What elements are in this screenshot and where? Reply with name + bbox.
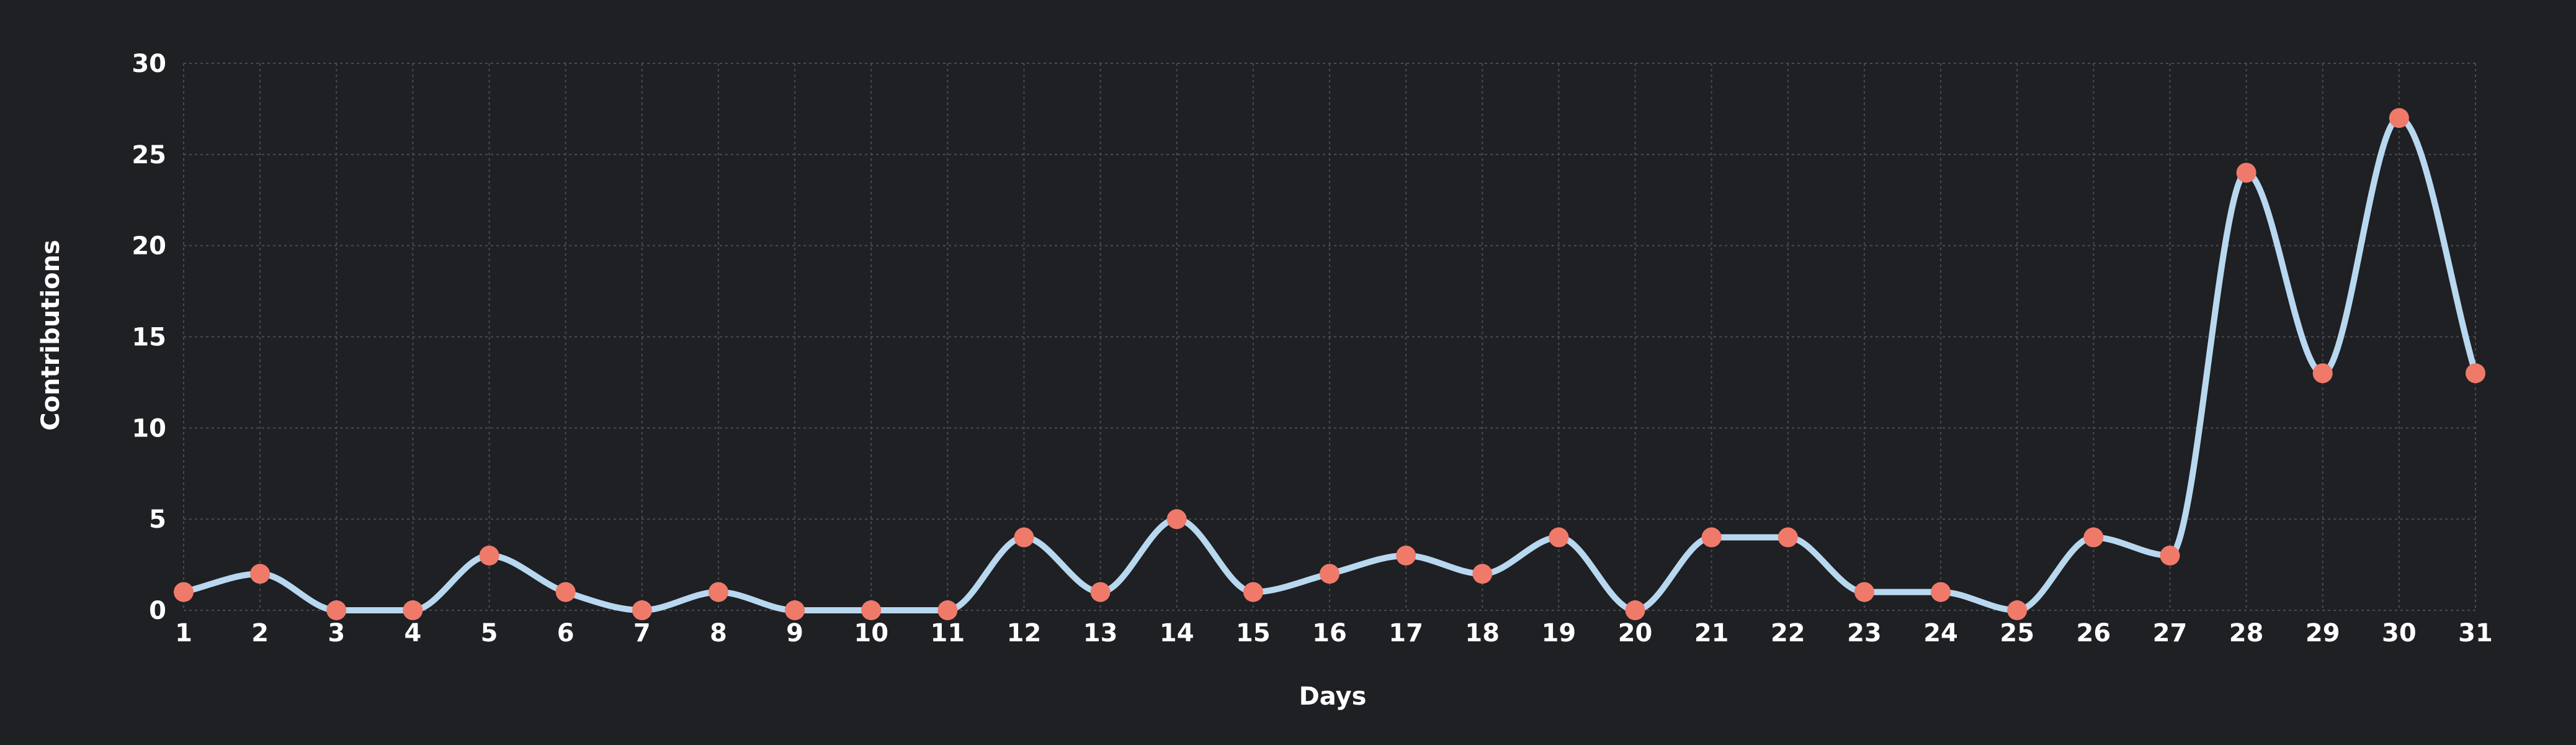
y-tick-label: 30 — [132, 50, 166, 78]
x-tick-label: 29 — [2305, 619, 2340, 648]
data-point[interactable] — [2237, 163, 2256, 183]
x-tick-label: 17 — [1389, 619, 1423, 648]
x-tick-label: 25 — [2000, 619, 2034, 648]
data-point[interactable] — [2083, 528, 2103, 548]
data-point[interactable] — [1702, 528, 1722, 548]
y-tick-label: 25 — [132, 141, 166, 169]
data-point[interactable] — [556, 582, 576, 602]
data-point[interactable] — [1167, 509, 1187, 529]
data-point[interactable] — [2389, 108, 2409, 128]
data-point[interactable] — [2007, 600, 2027, 620]
x-tick-label: 14 — [1160, 619, 1194, 648]
x-tick-label: 20 — [1618, 619, 1653, 648]
data-point[interactable] — [1243, 582, 1263, 602]
x-tick-label: 26 — [2076, 619, 2111, 648]
data-point[interactable] — [1091, 582, 1111, 602]
x-tick-label: 12 — [1007, 619, 1042, 648]
x-tick-label: 6 — [557, 619, 575, 648]
y-axis-title: Contributions — [37, 240, 65, 431]
y-tick-label: 10 — [132, 414, 166, 443]
x-tick-label: 19 — [1542, 619, 1576, 648]
y-tick-label: 15 — [132, 323, 166, 352]
x-tick-label: 7 — [633, 619, 651, 648]
data-point[interactable] — [785, 600, 805, 620]
data-point[interactable] — [403, 600, 423, 620]
data-point[interactable] — [1626, 600, 1645, 620]
x-tick-label: 2 — [251, 619, 269, 648]
x-tick-label: 8 — [710, 619, 727, 648]
y-tick-label: 5 — [149, 505, 166, 534]
grid-layer — [184, 63, 2475, 610]
data-point[interactable] — [174, 582, 194, 602]
x-tick-label: 18 — [1465, 619, 1500, 648]
x-tick-label: 31 — [2458, 619, 2493, 648]
points-layer — [174, 108, 2485, 620]
x-tick-label: 1 — [175, 619, 192, 648]
x-tick-label: 16 — [1312, 619, 1347, 648]
data-point[interactable] — [480, 546, 499, 566]
x-tick-label: 22 — [1771, 619, 1805, 648]
data-point[interactable] — [326, 600, 346, 620]
data-point[interactable] — [1396, 546, 1416, 566]
data-point[interactable] — [709, 582, 728, 602]
x-tick-label: 21 — [1694, 619, 1729, 648]
x-tick-label: 3 — [328, 619, 345, 648]
x-tick-label: 28 — [2229, 619, 2264, 648]
x-tick-label: 13 — [1083, 619, 1118, 648]
data-point[interactable] — [1854, 582, 1874, 602]
data-point[interactable] — [2313, 363, 2333, 383]
data-point[interactable] — [250, 564, 270, 584]
data-point[interactable] — [1931, 582, 1951, 602]
x-tick-label: 23 — [1847, 619, 1882, 648]
data-point[interactable] — [1778, 528, 1798, 548]
data-point[interactable] — [861, 600, 881, 620]
data-point[interactable] — [1320, 564, 1339, 584]
x-tick-label: 27 — [2153, 619, 2188, 648]
data-point[interactable] — [1014, 528, 1034, 548]
x-tick-label: 11 — [930, 619, 965, 648]
data-point[interactable] — [1472, 564, 1492, 584]
data-point[interactable] — [1549, 528, 1568, 548]
x-tick-label: 4 — [404, 619, 421, 648]
x-tick-label: 15 — [1236, 619, 1271, 648]
x-tick-label: 10 — [854, 619, 888, 648]
y-axis-ticks: 0 5 10 15 20 25 30 — [132, 50, 166, 625]
data-point[interactable] — [632, 600, 652, 620]
data-point[interactable] — [2466, 363, 2485, 383]
x-tick-label: 24 — [1923, 619, 1958, 648]
y-tick-label: 20 — [132, 232, 166, 261]
data-point[interactable] — [2160, 546, 2180, 566]
x-tick-label: 30 — [2382, 619, 2417, 648]
x-axis-title: Days — [1299, 682, 1367, 711]
x-axis-ticks: 1 2 3 4 5 6 7 8 9 10 11 12 13 14 15 16 17 18 19 20 21 22 23 24 2… — [175, 619, 2493, 648]
x-tick-label: 9 — [786, 619, 803, 648]
data-point[interactable] — [937, 600, 957, 620]
x-tick-label: 5 — [481, 619, 498, 648]
y-tick-label: 0 — [149, 597, 166, 625]
